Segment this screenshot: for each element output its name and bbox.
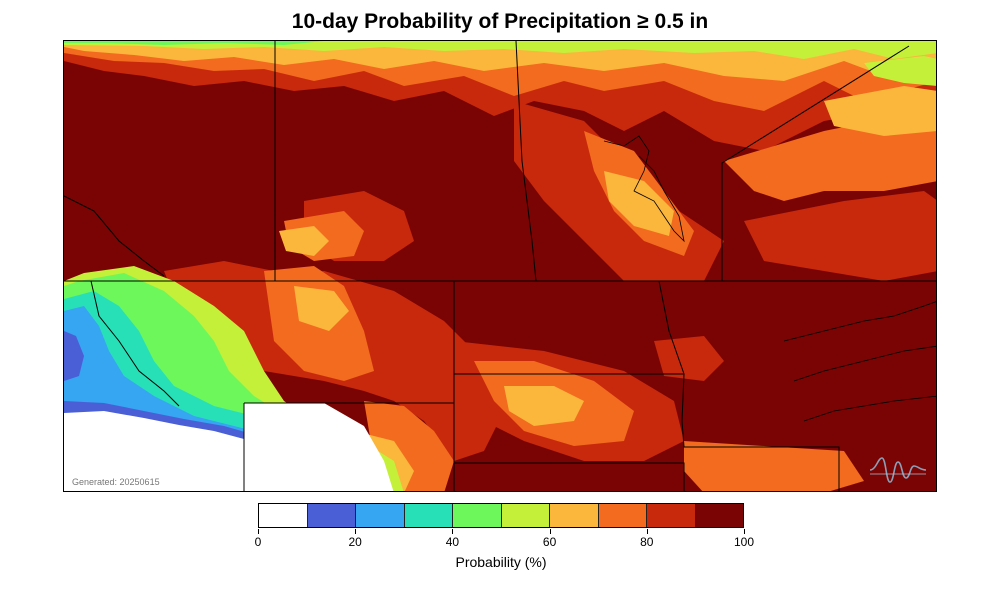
legend-tick-label: 80: [640, 535, 654, 549]
legend-title: Probability (%): [455, 554, 547, 570]
probability-map: [63, 40, 937, 492]
legend-bin: [356, 504, 405, 527]
legend-bin: [404, 504, 453, 527]
legend-tick: [744, 529, 745, 534]
map-title: 10-day Probability of Precipitation ≥ 0.…: [291, 10, 709, 33]
legend-bin: [550, 504, 599, 527]
lake-outlines: [603, 135, 936, 422]
legend-tick: [258, 529, 259, 534]
legend-tick: [355, 529, 357, 534]
legend-tick: [452, 529, 454, 534]
legend-tick-label: 100: [733, 535, 755, 549]
legend-bin: [598, 504, 647, 527]
legend-tick-label: 40: [445, 535, 460, 549]
political-boundaries: [64, 41, 936, 491]
legend-bin: [259, 504, 308, 527]
legend-tick-label: 60: [542, 535, 557, 549]
wave-glyph-logo-icon: [868, 453, 928, 487]
legend-bin: [501, 504, 550, 527]
legend-tick-label: 20: [348, 535, 362, 549]
legend-bin: [307, 504, 356, 527]
legend-bin: [453, 504, 502, 527]
legend-tick-label: 0: [254, 535, 262, 549]
legend-tick: [549, 529, 551, 534]
color-legend-bar: [258, 503, 744, 528]
legend-tick: [646, 529, 648, 534]
legend-bin: [695, 504, 743, 527]
generated-date-label: Generated: 20250615: [72, 477, 160, 487]
legend-bin: [647, 504, 696, 527]
contour-0-10: [64, 403, 394, 491]
